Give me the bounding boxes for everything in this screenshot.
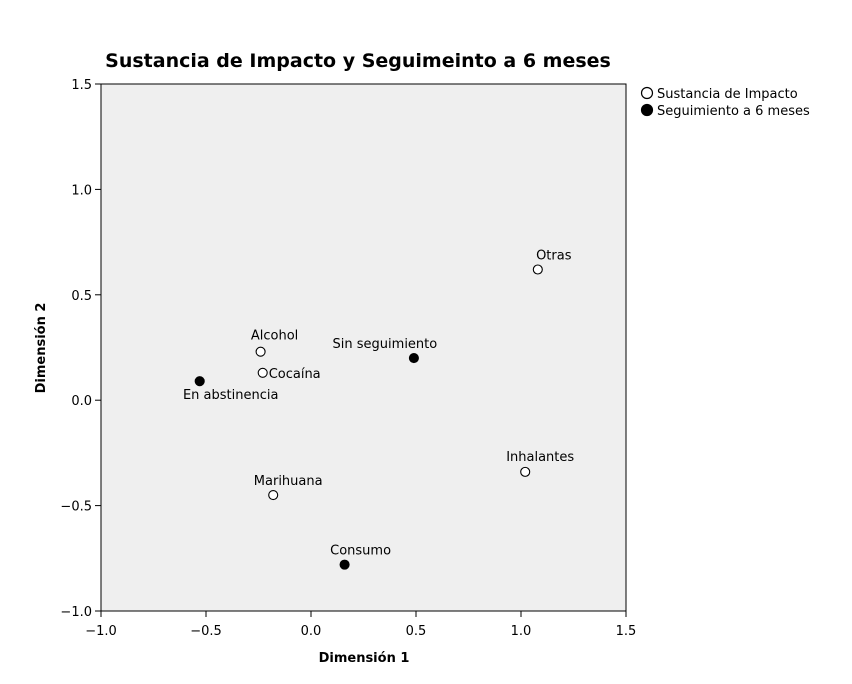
data-points: Alcohol Cocaína Marihuana Otras Inhalantes En…: [183, 249, 574, 570]
legend-label-seguimiento: Seguimiento a 6 meses: [657, 104, 810, 119]
x-tick-label: 1.5: [616, 624, 637, 639]
legend-marker-sustancia: [640, 86, 654, 100]
point-label-marihuana: Marihuana: [254, 474, 323, 489]
point-alcohol: [255, 346, 266, 357]
legend-label-sustancia: Sustancia de Impacto: [657, 87, 798, 102]
x-tick-label: 0.5: [406, 624, 427, 639]
point-label-otras: Otras: [536, 249, 572, 264]
y-tick-label: −0.5: [60, 500, 92, 515]
x-axis-label: Dimensión 1: [319, 651, 410, 666]
legend: Sustancia de Impacto Seguimiento a 6 mes…: [640, 86, 810, 119]
y-tick-label: −1.0: [60, 605, 92, 620]
point-consumo: [339, 559, 350, 570]
chart-title: Sustancia de Impacto y Seguimeinto a 6 m…: [105, 50, 611, 72]
legend-marker-seguimiento: [640, 103, 654, 117]
plot-area: [100, 83, 627, 612]
point-label-alcohol: Alcohol: [251, 329, 298, 344]
y-tick-label: 1.5: [71, 78, 92, 93]
point-sin-seguimiento: [408, 352, 419, 364]
point-label-coca-na: Cocaína: [269, 367, 321, 382]
point-label-en-abstinencia: En abstinencia: [183, 388, 279, 403]
point-en-abstinencia: [194, 376, 205, 387]
y-tick-label: 1.0: [71, 183, 92, 198]
y-axis-label: Dimensión 2: [34, 303, 49, 394]
x-tick-label: 0.0: [301, 624, 322, 639]
point-label-inhalantes: Inhalantes: [506, 450, 574, 465]
y-axis: −1.0 −0.5 0.0 0.5 1.0 1.5: [60, 78, 101, 620]
point-otras: [532, 264, 543, 275]
point-coca-na: [257, 367, 268, 378]
y-tick-label: 0.0: [71, 394, 92, 409]
point-inhalantes: [520, 466, 531, 477]
x-axis: −1.0 −0.5 0.0 0.5 1.0 1.5: [85, 611, 636, 639]
x-tick-label: −0.5: [190, 624, 222, 639]
point-marihuana: [268, 490, 279, 501]
point-label-sin-seguimiento: Sin seguimiento: [333, 337, 438, 352]
y-tick-label: 0.5: [71, 289, 92, 304]
point-label-consumo: Consumo: [330, 544, 391, 559]
x-tick-label: −1.0: [85, 624, 117, 639]
x-tick-label: 1.0: [511, 624, 532, 639]
